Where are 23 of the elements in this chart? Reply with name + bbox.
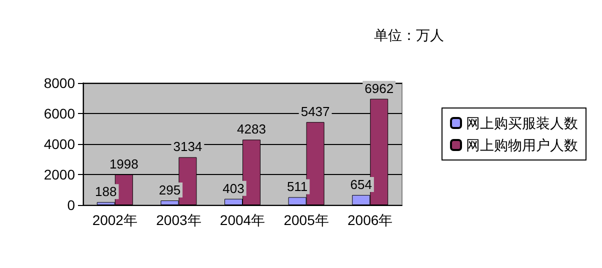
x-tick-label: 2003年 [156,212,202,228]
data-label: 188 [95,184,117,200]
y-tick-label: 8000 [44,75,76,91]
y-tick-label: 0 [67,197,76,213]
data-label: 295 [158,182,181,198]
y-tick-label: 2000 [44,166,76,182]
text: 单位：万人 [374,27,444,43]
data-label: 4283 [237,122,266,137]
y-tick-label: 4000 [44,136,76,152]
y-tick-label: 6000 [44,106,76,122]
legend-label: 网上购买服装人数 [466,115,578,131]
x-tick-label: 2005年 [284,212,329,228]
legend-label: 网上购物用户人数 [466,137,578,153]
data-label: 6962 [364,80,394,96]
data-label: 654 [350,177,372,192]
data-label: 1998 [109,156,138,172]
x-tick-label: 2004年 [220,212,266,228]
data-label: 511 [286,179,308,194]
x-tick-label: 2002年 [92,212,138,228]
x-tick-label: 2006年 [348,212,393,228]
data-label: 3134 [173,139,202,154]
data-label: 403 [222,180,244,196]
data-label: 5437 [300,104,330,120]
